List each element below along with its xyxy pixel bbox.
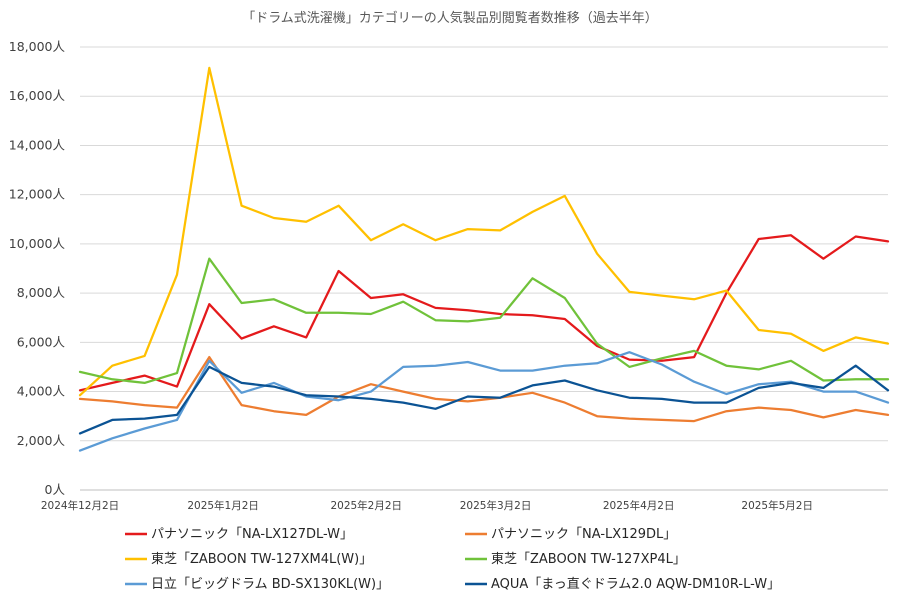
series-line-4	[78, 257, 890, 385]
legend-label: 東芝「ZABOON TW-127XM4L(W)」	[151, 551, 372, 567]
x-tick-label: 2024年12月2日	[41, 499, 119, 512]
y-tick-label: 12,000人	[9, 187, 66, 202]
series-line-3	[78, 66, 890, 397]
y-tick-label: 2,000人	[17, 433, 66, 448]
legend-item: 東芝「ZABOON TW-127XM4L(W)」	[125, 551, 372, 567]
x-tick-label: 2025年4月2日	[603, 499, 675, 512]
y-tick-label: 16,000人	[9, 88, 66, 103]
legend: パナソニック「NA-LX127DL-W」 パナソニック「NA-LX129DL」東芝…	[125, 527, 780, 592]
x-tick-label: 2025年5月2日	[741, 499, 813, 512]
series-lines	[78, 66, 890, 452]
legend-label: パナソニック「NA-LX127DL-W」	[151, 527, 353, 542]
x-axis-ticks: 2024年12月2日 2025年1月2日 2025年2月2日 2025年3月2日 202…	[41, 499, 813, 512]
legend-label: 東芝「ZABOON TW-127XP4L」	[491, 551, 686, 567]
y-tick-label: 4,000人	[17, 384, 66, 399]
y-axis-ticks: 0人 2,000人 4,000人 6,000人 8,000人 10,000人 12,000人…	[9, 39, 66, 497]
series-line-1	[78, 234, 890, 392]
y-tick-label: 0人	[45, 482, 66, 497]
x-tick-label: 2025年2月2日	[330, 499, 402, 512]
x-tick-label: 2025年3月2日	[460, 499, 532, 512]
x-tick-label: 2025年1月2日	[187, 499, 259, 512]
y-tick-label: 10,000人	[9, 236, 66, 251]
legend-label: AQUA「まっ直ぐドラム2.0 AQW-DM10R-L-W」	[491, 577, 780, 592]
legend-item: パナソニック「NA-LX129DL」	[465, 527, 676, 542]
legend-label: パナソニック「NA-LX129DL」	[491, 527, 676, 542]
legend-item: パナソニック「NA-LX127DL-W」	[125, 527, 353, 542]
y-tick-label: 14,000人	[9, 137, 66, 152]
grid-lines	[80, 46, 888, 491]
legend-item: 東芝「ZABOON TW-127XP4L」	[465, 551, 686, 567]
legend-item: 日立「ビッグドラム BD-SX130KL(W)」	[125, 577, 389, 592]
y-tick-label: 18,000人	[9, 39, 66, 54]
legend-item: AQUA「まっ直ぐドラム2.0 AQW-DM10R-L-W」	[465, 577, 780, 592]
y-tick-label: 8,000人	[17, 285, 66, 300]
series-line-6	[78, 364, 890, 435]
series-line-5	[78, 351, 890, 452]
legend-label: 日立「ビッグドラム BD-SX130KL(W)」	[151, 577, 389, 592]
chart-title: 「ドラム式洗濯機」カテゴリーの人気製品別閲覧者数推移（過去半年）	[242, 10, 658, 26]
y-tick-label: 6,000人	[17, 334, 66, 349]
